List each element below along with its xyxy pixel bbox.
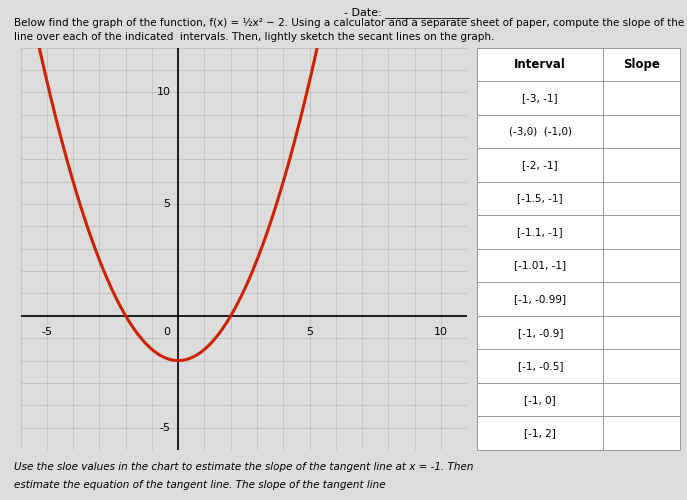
Bar: [603, 182, 680, 215]
Text: [-1, 2]: [-1, 2]: [524, 428, 556, 438]
Text: -5: -5: [159, 422, 170, 432]
Text: (-3,0)  (-1,0): (-3,0) (-1,0): [509, 126, 572, 136]
Bar: [603, 350, 680, 383]
Text: Slope: Slope: [623, 58, 660, 71]
Bar: [603, 48, 680, 81]
Text: Below find the graph of the function, f(x) = ½x² − 2. Using a calculator and a s: Below find the graph of the function, f(…: [14, 18, 687, 28]
Text: [-1, -0.9]: [-1, -0.9]: [517, 328, 563, 338]
Text: [-1, 0]: [-1, 0]: [524, 394, 556, 404]
Text: [-3, -1]: [-3, -1]: [523, 93, 558, 103]
Bar: [477, 350, 603, 383]
Bar: [477, 81, 603, 114]
Text: [-2, -1]: [-2, -1]: [523, 160, 558, 170]
Text: 5: 5: [306, 327, 313, 337]
Text: -5: -5: [41, 327, 52, 337]
Bar: [477, 182, 603, 215]
Text: - Date: _______________: - Date: _______________: [344, 8, 469, 18]
Bar: [477, 383, 603, 416]
Text: 0: 0: [164, 327, 170, 337]
Bar: [603, 248, 680, 282]
Text: 10: 10: [157, 87, 170, 97]
Text: 5: 5: [164, 199, 170, 209]
Text: estimate the equation of the tangent line. The slope of the tangent line: estimate the equation of the tangent lin…: [14, 480, 385, 490]
Text: Interval: Interval: [515, 58, 566, 71]
Text: [-1.1, -1]: [-1.1, -1]: [517, 227, 563, 237]
Text: [-1.01, -1]: [-1.01, -1]: [515, 260, 566, 270]
Text: [-1, -0.5]: [-1, -0.5]: [517, 361, 563, 371]
Text: 10: 10: [434, 327, 448, 337]
Bar: [477, 48, 603, 81]
Text: [-1, -0.99]: [-1, -0.99]: [515, 294, 566, 304]
Bar: [603, 81, 680, 114]
Bar: [477, 282, 603, 316]
Bar: [477, 215, 603, 248]
Bar: [477, 114, 603, 148]
Text: [-1.5, -1]: [-1.5, -1]: [517, 194, 563, 203]
Text: Use the sloe values in the chart to estimate the slope of the tangent line at x : Use the sloe values in the chart to esti…: [14, 462, 473, 472]
Bar: [477, 248, 603, 282]
Bar: [477, 148, 603, 182]
Bar: [603, 383, 680, 416]
Text: line over each of the indicated  intervals. Then, lightly sketch the secant line: line over each of the indicated interval…: [14, 32, 494, 42]
Bar: [603, 148, 680, 182]
Bar: [603, 282, 680, 316]
Bar: [477, 316, 603, 350]
Bar: [603, 114, 680, 148]
Bar: [477, 416, 603, 450]
Bar: [603, 316, 680, 350]
Bar: [603, 416, 680, 450]
Bar: [603, 215, 680, 248]
